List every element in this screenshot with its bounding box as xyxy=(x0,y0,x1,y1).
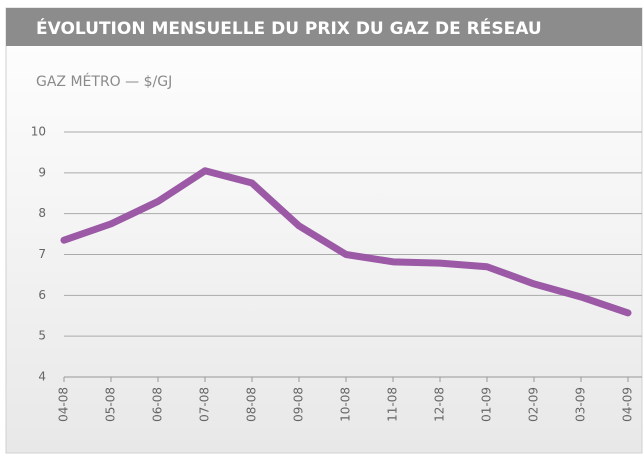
y-tick-label: 10 xyxy=(31,125,46,139)
y-tick-label: 4 xyxy=(38,370,46,384)
header-bar xyxy=(6,8,642,46)
y-tick-label: 5 xyxy=(38,329,46,343)
x-tick-label: 03-09 xyxy=(574,387,588,422)
x-tick-label: 11-08 xyxy=(386,387,400,422)
x-tick-label: 10-08 xyxy=(339,387,353,422)
x-tick-label: 09-08 xyxy=(292,387,306,422)
x-tick-label: 08-08 xyxy=(245,387,259,422)
x-tick-label: 04-09 xyxy=(621,387,635,422)
x-tick-label: 01-09 xyxy=(480,387,494,422)
y-tick-label: 8 xyxy=(38,206,46,220)
chart-subtitle: GAZ MÉTRO — $/GJ xyxy=(36,73,172,90)
x-tick-label: 04-08 xyxy=(57,387,71,422)
x-tick-label: 06-08 xyxy=(151,387,165,422)
y-tick-label: 6 xyxy=(38,288,46,302)
y-tick-label: 9 xyxy=(38,165,46,179)
x-tick-label: 02-09 xyxy=(527,387,541,422)
chart-title: ÉVOLUTION MENSUELLE DU PRIX DU GAZ DE RÉ… xyxy=(36,17,542,39)
x-tick-label: 07-08 xyxy=(198,387,212,422)
line-series xyxy=(60,167,632,317)
y-tick-label: 7 xyxy=(38,247,46,261)
x-tick-label: 05-08 xyxy=(104,387,118,422)
x-tick-label: 12-08 xyxy=(433,387,447,422)
panel xyxy=(5,7,643,454)
